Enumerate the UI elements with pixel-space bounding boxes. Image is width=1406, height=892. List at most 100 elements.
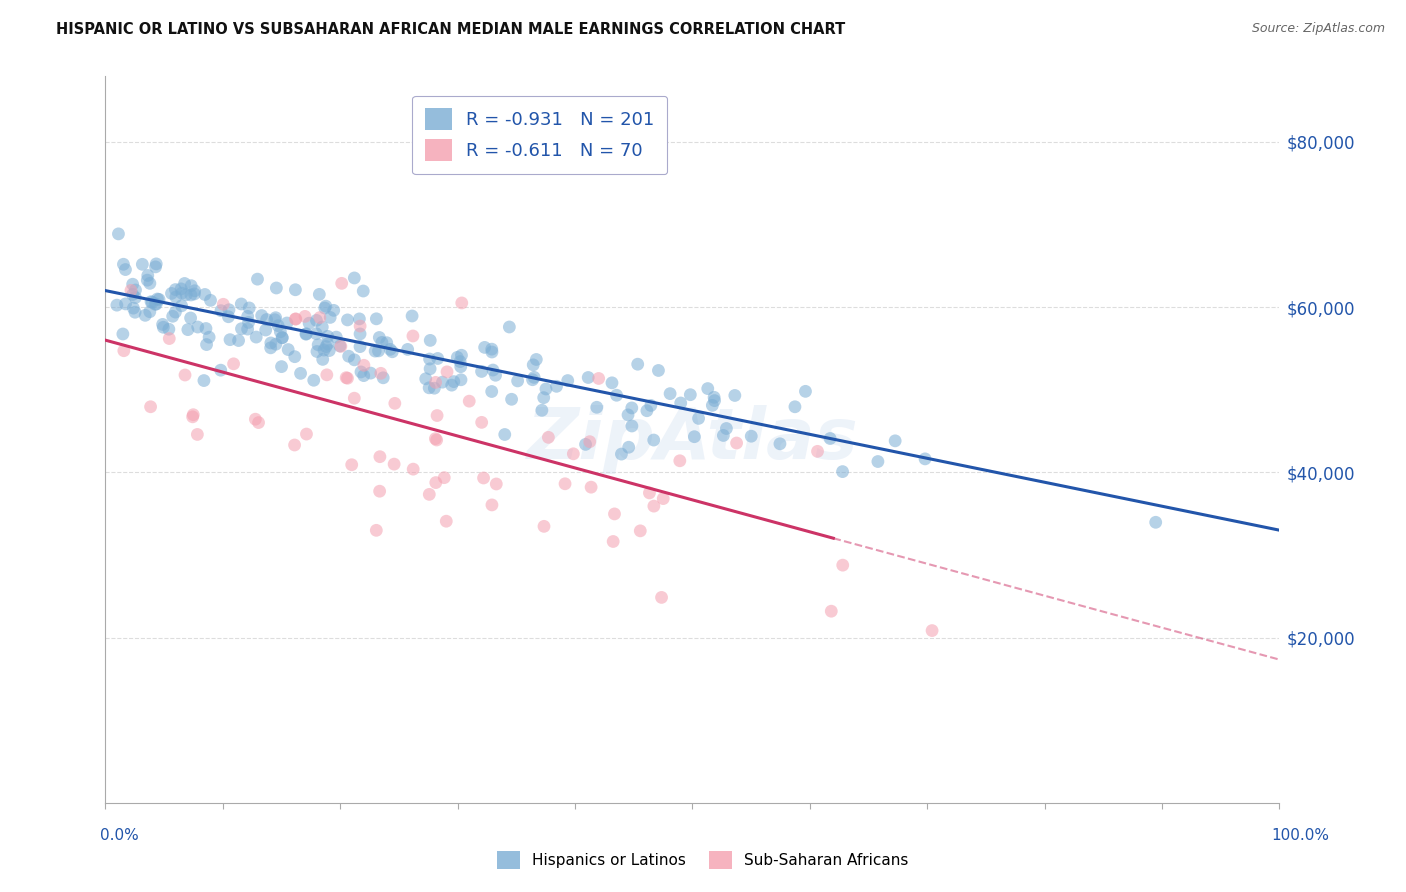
Point — [329, 339, 352, 353]
Point — [537, 430, 560, 444]
Point — [284, 312, 307, 326]
Point — [318, 343, 340, 358]
Point — [783, 400, 806, 414]
Point — [112, 257, 135, 271]
Text: Source: ZipAtlas.com: Source: ZipAtlas.com — [1251, 22, 1385, 36]
Point — [193, 374, 215, 388]
Point — [263, 312, 285, 326]
Point — [578, 434, 600, 449]
Point — [711, 428, 734, 442]
Point — [450, 359, 472, 374]
Point — [418, 381, 440, 395]
Point — [177, 323, 200, 337]
Point — [157, 332, 180, 346]
Point — [120, 284, 142, 298]
Point — [157, 322, 180, 336]
Point — [277, 343, 299, 357]
Point — [162, 310, 184, 324]
Point — [820, 604, 842, 618]
Point — [245, 330, 267, 344]
Point — [368, 484, 391, 499]
Point — [146, 292, 169, 306]
Point — [522, 358, 544, 372]
Point — [375, 335, 398, 350]
Point — [322, 303, 344, 318]
Point — [419, 334, 441, 348]
Point — [187, 320, 209, 334]
Point — [579, 480, 602, 494]
Point — [703, 390, 725, 404]
Point — [419, 352, 441, 367]
Point — [640, 399, 662, 413]
Point — [271, 330, 294, 344]
Point — [295, 326, 318, 341]
Point — [219, 333, 242, 347]
Point — [174, 368, 197, 382]
Point — [371, 335, 394, 350]
Point — [284, 350, 307, 364]
Point — [307, 338, 329, 352]
Point — [426, 409, 449, 423]
Point — [236, 310, 259, 324]
Point — [139, 304, 162, 318]
Point — [524, 352, 547, 367]
Point — [831, 465, 853, 479]
Point — [402, 329, 425, 343]
Point — [620, 401, 643, 415]
Point — [340, 458, 363, 472]
Point — [308, 310, 330, 325]
Point — [254, 323, 277, 337]
Point — [336, 313, 359, 327]
Point — [284, 312, 307, 326]
Point — [276, 316, 298, 330]
Point — [534, 382, 557, 396]
Point — [271, 331, 294, 345]
Point — [557, 374, 579, 388]
Point — [481, 384, 503, 399]
Point — [295, 327, 318, 342]
Point — [148, 293, 170, 307]
Point — [740, 429, 762, 443]
Point — [124, 291, 146, 305]
Point — [246, 272, 269, 286]
Point — [627, 357, 650, 371]
Point — [562, 447, 585, 461]
Point — [638, 486, 661, 500]
Text: 100.0%: 100.0% — [1271, 829, 1330, 843]
Point — [364, 344, 387, 359]
Point — [124, 305, 146, 319]
Point — [831, 558, 853, 573]
Point — [269, 325, 291, 339]
Point — [381, 344, 404, 359]
Point — [600, 376, 623, 390]
Point — [482, 363, 505, 377]
Point — [370, 367, 392, 381]
Point — [256, 312, 278, 326]
Point — [501, 392, 523, 407]
Point — [209, 303, 232, 318]
Point — [415, 372, 437, 386]
Point — [312, 343, 335, 357]
Point — [284, 438, 307, 452]
Point — [312, 352, 335, 367]
Point — [481, 342, 503, 356]
Point — [533, 519, 555, 533]
Point — [264, 310, 287, 325]
Point — [522, 373, 544, 387]
Point — [360, 366, 382, 380]
Legend: Hispanics or Latinos, Sub-Saharan Africans: Hispanics or Latinos, Sub-Saharan Africa… — [491, 845, 915, 875]
Point — [484, 368, 506, 383]
Point — [267, 318, 290, 333]
Point — [432, 375, 454, 389]
Point — [245, 412, 267, 426]
Point — [866, 454, 889, 468]
Point — [124, 283, 146, 297]
Point — [350, 365, 373, 379]
Point — [433, 470, 456, 484]
Point — [152, 320, 174, 334]
Point — [181, 408, 204, 422]
Point — [716, 421, 738, 435]
Point — [602, 534, 624, 549]
Point — [170, 282, 193, 296]
Point — [107, 227, 129, 241]
